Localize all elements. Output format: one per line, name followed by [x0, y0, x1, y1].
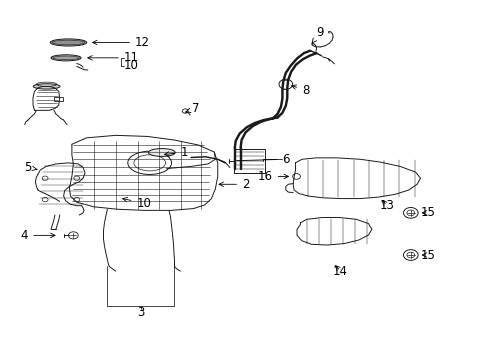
Text: 10: 10: [123, 59, 139, 72]
Ellipse shape: [52, 40, 85, 45]
Text: 13: 13: [379, 199, 394, 212]
Text: 15: 15: [420, 206, 434, 219]
Ellipse shape: [53, 56, 79, 60]
Text: 5: 5: [24, 161, 37, 174]
Text: 11: 11: [87, 51, 139, 64]
Ellipse shape: [148, 149, 175, 157]
Text: 6: 6: [236, 153, 289, 166]
Text: 7: 7: [185, 102, 199, 115]
Text: 3: 3: [137, 306, 144, 319]
Ellipse shape: [50, 39, 86, 46]
Text: 2: 2: [219, 178, 249, 191]
Ellipse shape: [33, 84, 60, 89]
Text: 14: 14: [332, 265, 347, 278]
Text: 12: 12: [92, 36, 150, 49]
Text: 4: 4: [20, 229, 55, 242]
Text: 15: 15: [420, 248, 434, 261]
Text: 8: 8: [291, 84, 308, 97]
Text: 1: 1: [164, 146, 187, 159]
Text: 9: 9: [311, 26, 323, 43]
Ellipse shape: [51, 55, 81, 61]
Text: 10: 10: [122, 197, 151, 210]
Text: 16: 16: [257, 170, 288, 183]
